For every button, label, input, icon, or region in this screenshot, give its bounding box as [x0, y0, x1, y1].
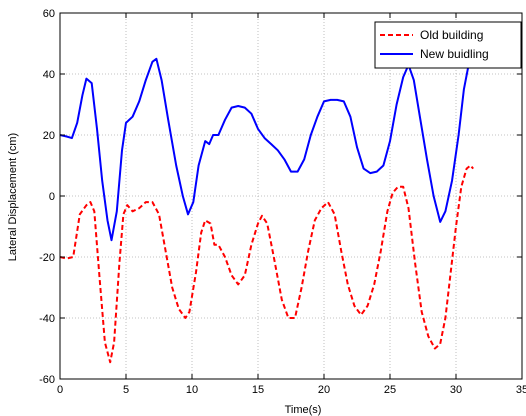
y-tick-label: 0: [49, 191, 55, 203]
plot-area: 0 5 10 15 20 25 30 35 -60 -40 -20 0 20 40 60: [39, 8, 526, 396]
legend-box: [374, 21, 522, 69]
x-tick-label: 20: [318, 384, 330, 396]
y-tick-label: -40: [39, 313, 55, 325]
x-tick-label: 25: [384, 384, 396, 396]
y-tick-label: 20: [43, 130, 55, 142]
x-tick-label: 35: [516, 384, 526, 396]
legend-label-1: Old building: [420, 28, 483, 42]
y-tick-label: -60: [39, 374, 55, 386]
y-axis-label: Lateral Displacement (cm): [7, 133, 19, 261]
x-tick-label: 0: [57, 384, 63, 396]
x-tick-label: 5: [123, 384, 129, 396]
y-tick-label: 60: [43, 8, 55, 20]
x-tick-label: 15: [252, 384, 264, 396]
series-line-2: [59, 49, 473, 242]
series-line-1: [59, 164, 474, 364]
x-tick-label: 10: [186, 384, 198, 396]
x-tick-label: 30: [450, 384, 462, 396]
legend: Old building New buidling: [374, 21, 522, 69]
legend-label-2: New buidling: [420, 47, 489, 61]
y-tick-label: 40: [43, 69, 55, 81]
y-tick-label: -20: [39, 252, 55, 264]
x-axis-label: Time(s): [285, 404, 322, 416]
